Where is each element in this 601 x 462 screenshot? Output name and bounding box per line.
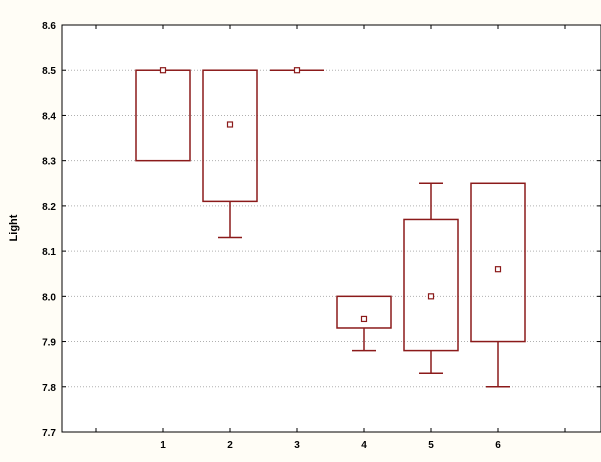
box-group [403,182,459,374]
y-tick-label: 7.8 [42,383,56,394]
box-group [270,67,324,74]
box-group [135,67,191,162]
y-tick-label: 8.0 [42,292,56,303]
y-tick-label: 8.2 [42,202,56,213]
x-tick-label: 1 [160,440,166,451]
median-marker [360,315,368,323]
y-tick-label: 8.3 [42,157,56,168]
y-tick-label: 7.7 [42,428,56,439]
x-tick-label: 4 [361,440,367,451]
median-marker [494,266,502,273]
axes: 7.7 7.8 7.9 8.0 8.1 8.2 8.3 8.4 8.5 8.6 1 2 3 4 5 6 [42,21,601,451]
box-group [470,182,526,388]
y-axis-label: Light [8,214,20,241]
median-marker [159,67,167,74]
median-marker [427,293,435,300]
x-tick-label: 3 [294,440,300,451]
box-group [202,69,258,239]
plot-area [61,24,601,433]
y-tick-label: 8.1 [42,247,56,258]
y-tick-label: 8.5 [42,66,56,77]
x-tick-label: 2 [227,440,233,451]
median-marker [293,67,301,74]
median-marker [226,121,234,128]
boxes [135,67,526,388]
y-tick-label: 7.9 [42,338,56,349]
box-group [336,295,392,352]
x-tick-label: 6 [495,440,501,451]
y-tick-label: 8.6 [42,21,56,32]
x-tick-label: 5 [428,440,434,451]
y-tick-label: 8.4 [42,111,56,122]
